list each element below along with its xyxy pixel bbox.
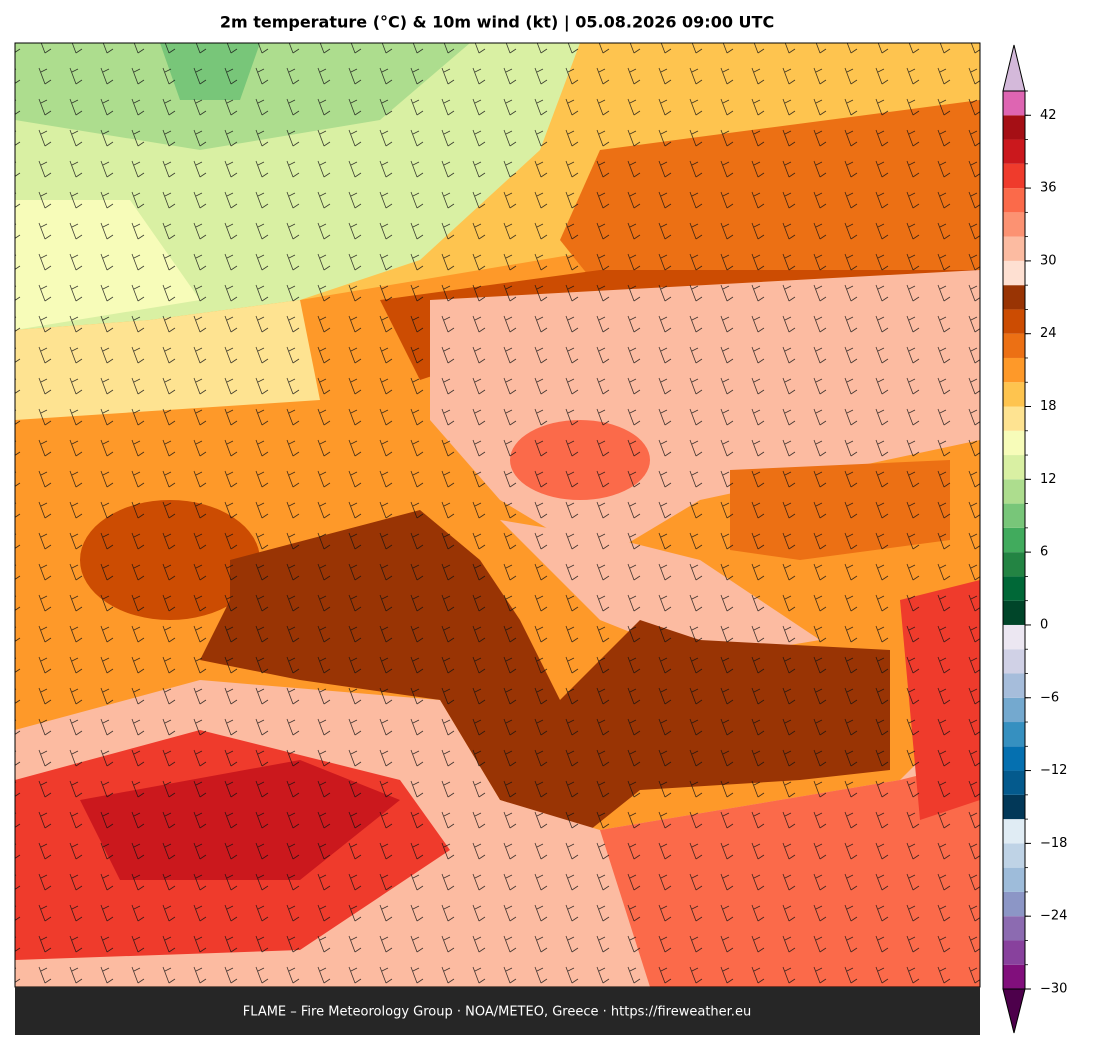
tick-label: −30 [1040, 982, 1067, 997]
color-bin [1003, 382, 1025, 407]
title: 2m temperature (°C) & 10m wind (kt) | 05… [220, 13, 774, 33]
color-bin [1003, 260, 1025, 286]
color-bin [1003, 139, 1025, 164]
color-bin [1003, 867, 1025, 892]
tick-label: 24 [1040, 326, 1057, 341]
color-bin [1003, 455, 1025, 480]
over-extension [1002, 44, 1026, 92]
tick-label: 6 [1040, 545, 1048, 560]
color-bin [1003, 503, 1025, 528]
color-bin [1003, 212, 1025, 237]
colorbar-frame [1002, 90, 1026, 990]
color-bin [1003, 406, 1025, 431]
color-bin [1003, 624, 1025, 650]
color-bin [1003, 673, 1025, 698]
tick-label: 30 [1040, 253, 1057, 268]
color-bin [1003, 479, 1025, 504]
color-bin [1003, 916, 1025, 941]
under-extension [1002, 988, 1026, 1034]
color-bin [1003, 91, 1025, 116]
tick-label: −12 [1040, 763, 1067, 778]
color-bin [1003, 746, 1025, 771]
tick-label: 42 [1040, 108, 1057, 123]
color-bin [1003, 115, 1025, 140]
color-bin [1003, 357, 1025, 383]
color-bin [1003, 285, 1025, 310]
color-bin [1003, 794, 1025, 820]
color-bin [1003, 430, 1025, 456]
tick-label: 18 [1040, 399, 1057, 414]
tick-label: 0 [1040, 617, 1048, 632]
color-bin [1003, 964, 1025, 989]
color-bin [1003, 722, 1025, 747]
color-bin [1003, 333, 1025, 358]
footer: FLAME – Fire Meteorology Group · NOA/MET… [243, 1005, 751, 1020]
tick-label: −18 [1040, 836, 1067, 851]
color-bin [1003, 697, 1025, 723]
color-bin [1003, 770, 1025, 795]
color-bin [1003, 819, 1025, 844]
color-bin [1003, 236, 1025, 261]
color-bin [1003, 163, 1025, 189]
tick-label: −24 [1040, 909, 1067, 924]
color-bin [1003, 552, 1025, 577]
tick-label: 36 [1040, 181, 1057, 196]
color-bin [1003, 576, 1025, 601]
tick-label: −6 [1040, 690, 1059, 705]
color-bin [1003, 649, 1025, 674]
footer-bar [15, 987, 980, 1035]
color-bin [1003, 527, 1025, 553]
tick-label: 12 [1040, 472, 1057, 487]
color-bin [1003, 843, 1025, 868]
map [15, 43, 980, 987]
color-bin [1003, 309, 1025, 334]
color-bin [1003, 600, 1025, 625]
colorbar: −30 −24 −18 −12 −6 0 6 12 18 24 30 36 42 [1002, 44, 1067, 1034]
color-bin [1003, 188, 1025, 213]
color-bin [1003, 940, 1025, 965]
color-bin [1003, 891, 1025, 917]
